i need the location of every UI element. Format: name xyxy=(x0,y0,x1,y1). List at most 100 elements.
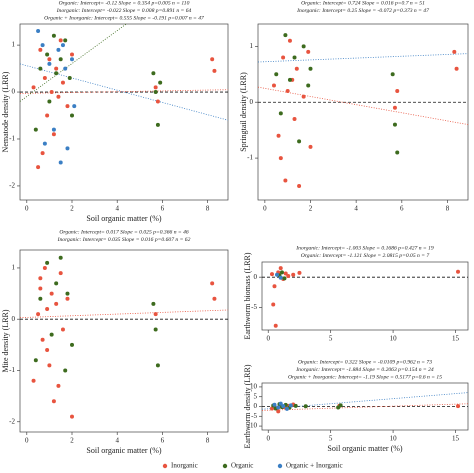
point xyxy=(47,57,52,62)
point xyxy=(47,61,52,66)
point xyxy=(456,269,461,274)
point xyxy=(49,332,54,337)
plot-frame xyxy=(19,23,229,201)
point xyxy=(271,83,276,88)
y-tick-label: 10 xyxy=(250,383,258,391)
x-tick-label: 5 xyxy=(329,335,333,343)
x-tick-label: 15 xyxy=(452,335,460,343)
point xyxy=(271,302,276,307)
x-tick-label: 0 xyxy=(25,437,29,445)
point xyxy=(38,296,43,301)
point xyxy=(54,281,59,286)
point xyxy=(38,47,43,52)
point xyxy=(56,47,61,52)
point xyxy=(293,403,298,408)
point xyxy=(285,89,290,94)
y-tick-label: 0 xyxy=(12,315,16,323)
point xyxy=(70,52,74,57)
x-tick-label: 8 xyxy=(446,205,450,213)
y-tick-label: -5 xyxy=(251,412,257,420)
point xyxy=(155,363,160,368)
point xyxy=(151,71,156,76)
y-tick-label: 1 xyxy=(12,41,16,49)
point xyxy=(155,99,160,104)
point xyxy=(306,83,311,88)
y-tick-label: -10 xyxy=(248,422,258,430)
point xyxy=(281,404,286,409)
point xyxy=(38,66,43,71)
annotation: Organic + Inorganic: Intercept= -1.19 Sl… xyxy=(288,374,442,380)
point xyxy=(155,122,160,127)
x-tick-label: 4 xyxy=(354,205,358,213)
x-tick-label: 10 xyxy=(390,335,398,343)
point xyxy=(36,165,41,170)
x-tick-label: 8 xyxy=(206,205,210,213)
point xyxy=(278,401,283,406)
point xyxy=(274,72,279,77)
x-tick-label: 2 xyxy=(70,437,74,445)
point xyxy=(47,99,52,104)
point xyxy=(63,38,68,43)
point xyxy=(42,75,47,80)
point xyxy=(283,178,288,183)
y-tick-label: -2 xyxy=(9,182,15,190)
point xyxy=(49,291,54,296)
point xyxy=(49,90,54,95)
x-tick-label: 6 xyxy=(161,437,165,445)
point xyxy=(276,133,281,138)
legend-label: Organic xyxy=(231,462,253,470)
point xyxy=(212,296,217,301)
x-axis-label: Soil organic matter (%) xyxy=(86,446,162,455)
annotation: Organic + Inorganic: Intercept= 0.555 Sl… xyxy=(44,15,204,21)
y-tick-label: 0 xyxy=(12,88,16,96)
point xyxy=(306,49,311,54)
point xyxy=(70,113,74,118)
point xyxy=(51,33,56,38)
point xyxy=(63,66,68,71)
y-tick-label: -2 xyxy=(9,417,15,425)
point xyxy=(287,77,292,82)
point xyxy=(51,399,56,404)
point xyxy=(308,66,313,71)
point xyxy=(395,89,400,94)
point xyxy=(273,323,278,328)
point xyxy=(282,276,287,281)
point xyxy=(58,271,63,276)
x-tick-label: 0 xyxy=(263,205,267,213)
annotation: Inorganic: Intercept= -0.022 Slope = 0.0… xyxy=(56,8,192,14)
point xyxy=(392,105,397,110)
x-tick-label: 5 xyxy=(329,435,333,443)
point xyxy=(56,94,61,99)
point xyxy=(210,281,215,286)
point xyxy=(47,363,52,368)
point xyxy=(56,383,61,388)
point xyxy=(286,273,291,278)
point xyxy=(274,272,279,277)
point xyxy=(269,272,274,277)
annotation: Inorganic: Intercept= 0.035 Slope = 0.01… xyxy=(57,237,191,243)
point xyxy=(51,127,56,132)
point xyxy=(212,68,217,73)
annotation: Inorganic: Intercept= -1.884 Slope = 0.2… xyxy=(295,367,434,373)
x-tick-label: 2 xyxy=(70,205,74,213)
point xyxy=(153,85,158,90)
point xyxy=(42,265,47,270)
annotation: Organic: Intercept= 0.017 Slope = 0.025 … xyxy=(59,229,189,235)
x-axis-label: Soil organic matter (%) xyxy=(86,214,162,223)
point xyxy=(60,327,65,332)
point xyxy=(38,276,43,281)
y-tick-label: 1 xyxy=(250,42,254,50)
point xyxy=(153,90,158,95)
point xyxy=(70,57,74,62)
annotation: Inorganic: Intercept= 0.25 Slope = -0.07… xyxy=(296,8,429,14)
point xyxy=(58,160,63,165)
point xyxy=(392,122,397,127)
point xyxy=(278,266,283,271)
point xyxy=(45,306,50,311)
y-axis-label: Earthworm biomass (LRR) xyxy=(243,252,252,339)
point xyxy=(390,72,395,77)
y-tick-label: 0 xyxy=(254,273,258,281)
x-tick-label: 2 xyxy=(309,205,313,213)
point xyxy=(276,409,281,414)
